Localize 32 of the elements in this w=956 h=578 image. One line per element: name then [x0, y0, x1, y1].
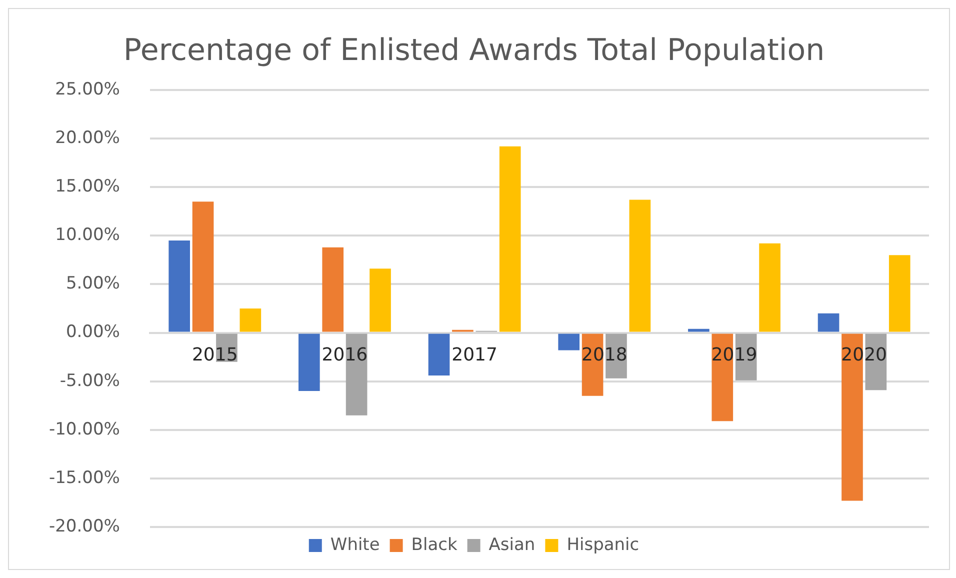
chart-title: Percentage of Enlisted Awards Total Population	[123, 32, 825, 68]
y-tick-label: 15.00%	[55, 176, 120, 197]
bar	[322, 247, 344, 332]
bar	[888, 255, 910, 332]
bar	[818, 313, 840, 332]
y-tick-label: -20.00%	[48, 516, 120, 536]
bar	[759, 243, 780, 332]
x-tick-label: 2017	[452, 344, 498, 366]
y-tick-label: -15.00%	[48, 468, 120, 488]
y-tick-label: 10.00%	[55, 225, 120, 246]
bar	[558, 334, 580, 350]
x-tick-label: 2016	[322, 344, 368, 366]
bar	[168, 240, 190, 332]
y-tick-label: -5.00%	[60, 370, 120, 391]
y-tick-label: 25.00%	[55, 79, 120, 100]
legend-label: Hispanic	[566, 534, 640, 555]
bar	[688, 328, 710, 332]
legend-label: Asian	[488, 534, 536, 555]
bar	[370, 268, 391, 332]
y-tick-label: 0.00%	[66, 322, 120, 342]
legend-label: White	[330, 534, 380, 555]
y-tick-label: 20.00%	[55, 128, 120, 148]
bar	[298, 334, 320, 392]
bar	[499, 146, 521, 332]
bar	[629, 200, 651, 332]
x-tick-label: 2015	[192, 344, 238, 366]
bar	[192, 202, 214, 332]
bar	[240, 308, 262, 332]
y-tick-label: 5.00%	[66, 274, 120, 294]
y-tick-label: -10.00%	[48, 419, 120, 440]
legend-label: Black	[411, 534, 458, 555]
bar	[428, 334, 450, 376]
